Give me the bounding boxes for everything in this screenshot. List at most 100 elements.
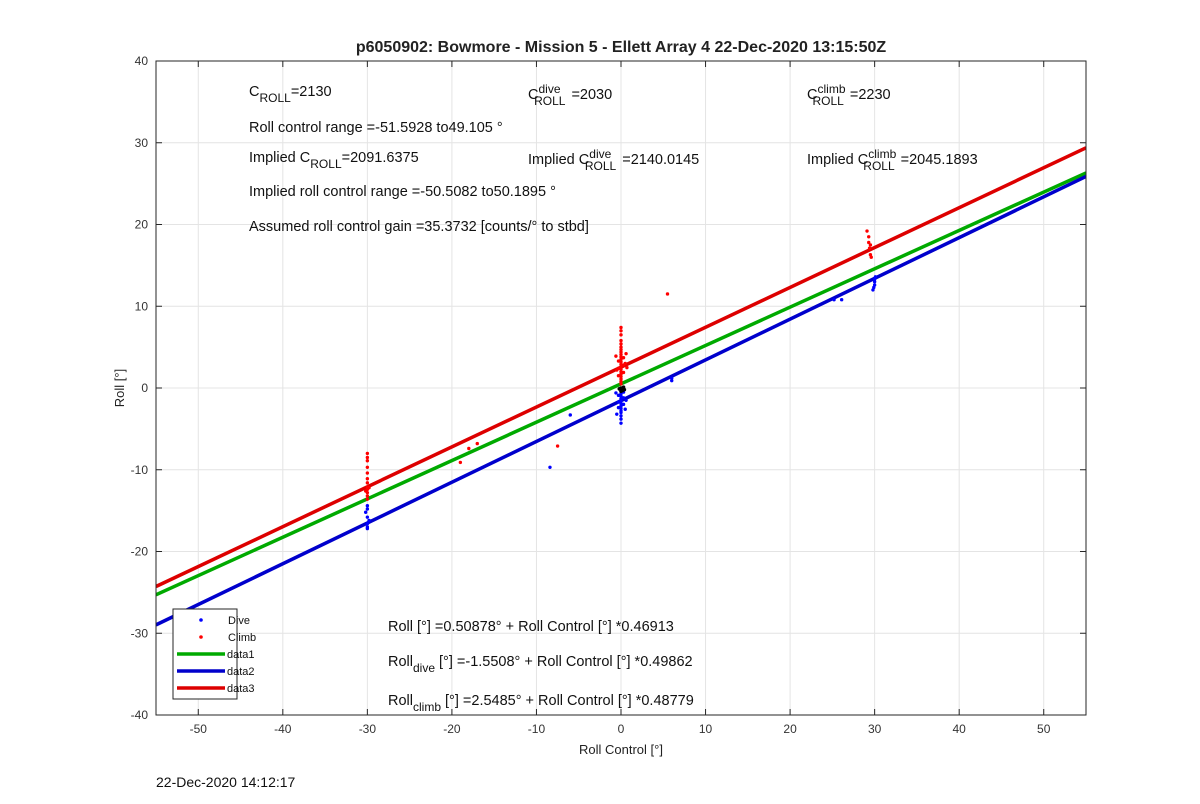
point-dive: [365, 507, 370, 511]
point-climb: [365, 477, 370, 481]
point-climb: [363, 489, 368, 493]
legend-label: Climb: [228, 632, 256, 644]
point-climb: [555, 444, 560, 448]
plot-frame: [155, 60, 1087, 716]
chart-title: p6050902: Bowmore - Mission 5 - Ellett A…: [356, 39, 887, 56]
point-black: [621, 385, 626, 389]
x-axis-label: Roll Control [°]: [579, 742, 663, 757]
point-dive: [619, 421, 623, 425]
point-climb: [619, 357, 623, 362]
point-climb: [365, 465, 370, 469]
point-climb: [615, 368, 619, 372]
point-dive: [832, 298, 836, 302]
point-black: [617, 387, 622, 391]
point-dive: [367, 518, 371, 523]
point-climb: [869, 255, 873, 259]
point-climb: [621, 356, 626, 360]
c-roll-dive-text: Cdive ROLL =2030: [528, 82, 612, 108]
x-tick-label: -50: [190, 722, 208, 736]
point-climb: [624, 351, 628, 356]
point-climb: [619, 372, 623, 376]
point-climb: [616, 359, 621, 363]
implied-c-roll-climb-text: Implied Cclimb ROLL =2045.1893: [807, 147, 978, 173]
legend-label: data2: [227, 666, 255, 678]
x-tick-label: 0: [618, 722, 625, 736]
point-climb: [365, 459, 370, 463]
point-climb: [621, 370, 626, 375]
point-dive: [548, 465, 552, 469]
point-climb: [367, 486, 371, 490]
point-climb: [365, 471, 370, 475]
point-dive: [623, 407, 627, 411]
legend-marker-dive: [199, 618, 203, 622]
point-dive: [619, 404, 623, 408]
point-dive: [872, 280, 877, 284]
x-tick-label: -40: [274, 722, 292, 736]
fit-equation-all: Roll [°] =0.50878° + Roll Control [°] *0…: [388, 619, 674, 635]
point-climb: [619, 338, 623, 343]
point-dive: [616, 393, 621, 398]
point-climb: [619, 352, 623, 357]
point-climb: [365, 455, 370, 460]
implied-roll-range-text: Implied roll control range =-50.5082 to5…: [249, 184, 556, 200]
point-climb: [614, 354, 618, 358]
y-tick-label: 30: [135, 136, 149, 150]
c-roll-climb-text: Cclimb ROLL =2230: [807, 82, 891, 108]
point-dive: [619, 417, 623, 421]
point-climb: [867, 240, 871, 245]
point-dive: [619, 414, 623, 418]
x-tick-label: -30: [359, 722, 377, 736]
point-dive: [621, 396, 626, 400]
point-climb: [467, 446, 471, 451]
point-climb: [868, 243, 873, 247]
point-dive: [615, 412, 619, 416]
point-climb: [619, 325, 623, 330]
y-tick-label: -10: [131, 463, 149, 477]
point-climb: [365, 451, 370, 456]
x-tick-label: 50: [1037, 722, 1051, 736]
point-dive: [363, 510, 368, 514]
y-tick-label: 40: [135, 54, 149, 68]
y-axis-label: Roll [°]: [112, 369, 127, 407]
point-climb: [365, 497, 370, 501]
point-climb: [619, 365, 623, 369]
point-dive: [619, 392, 623, 396]
chart-annotations: CROLL=2130 Cdive ROLL =2030 Cclimb ROLL =2230 R…: [249, 82, 978, 714]
legend-label: Dive: [228, 615, 250, 627]
point-climb: [867, 235, 871, 239]
point-climb: [619, 345, 623, 349]
x-tick-label: 40: [953, 722, 967, 736]
point-climb: [616, 374, 621, 378]
point-dive: [839, 298, 844, 302]
point-climb: [619, 329, 623, 333]
point-climb: [665, 292, 670, 296]
point-dive: [873, 275, 878, 279]
axis-ticks: -50 -40 -30 -20 -10 0 10 20 30 40 50 -40 -30 -20 -10 0 1…: [131, 54, 1086, 736]
implied-c-roll-text: Implied CROLL=2091.6375: [249, 150, 419, 171]
y-tick-label: -20: [131, 545, 149, 559]
y-tick-label: -40: [131, 708, 149, 722]
point-climb: [625, 365, 629, 370]
x-tick-label: 20: [783, 722, 797, 736]
fit-equation-climb: Rollclimb [°] =2.5485° + Roll Control [°…: [388, 693, 694, 714]
point-climb: [458, 460, 463, 465]
x-tick-label: 10: [699, 722, 713, 736]
point-climb: [619, 377, 623, 381]
roll-control-range-text: Roll control range =-51.5928 to49.105 °: [249, 120, 503, 136]
point-climb: [619, 350, 623, 354]
point-climb: [365, 494, 370, 498]
point-dive: [365, 504, 370, 508]
point-dive: [624, 398, 628, 402]
point-dive: [872, 283, 877, 287]
point-climb: [623, 361, 627, 366]
y-tick-label: -30: [131, 626, 149, 640]
x-tick-label: -10: [528, 722, 546, 736]
point-dive: [621, 402, 626, 407]
y-tick-label: 20: [135, 218, 149, 232]
point-dive: [365, 522, 370, 526]
point-climb: [619, 342, 623, 346]
roll-gain-text: Assumed roll control gain =35.3732 [coun…: [249, 219, 589, 235]
implied-c-roll-dive-text: Implied Cdive ROLL =2140.0145: [528, 147, 699, 173]
point-climb: [867, 246, 872, 250]
